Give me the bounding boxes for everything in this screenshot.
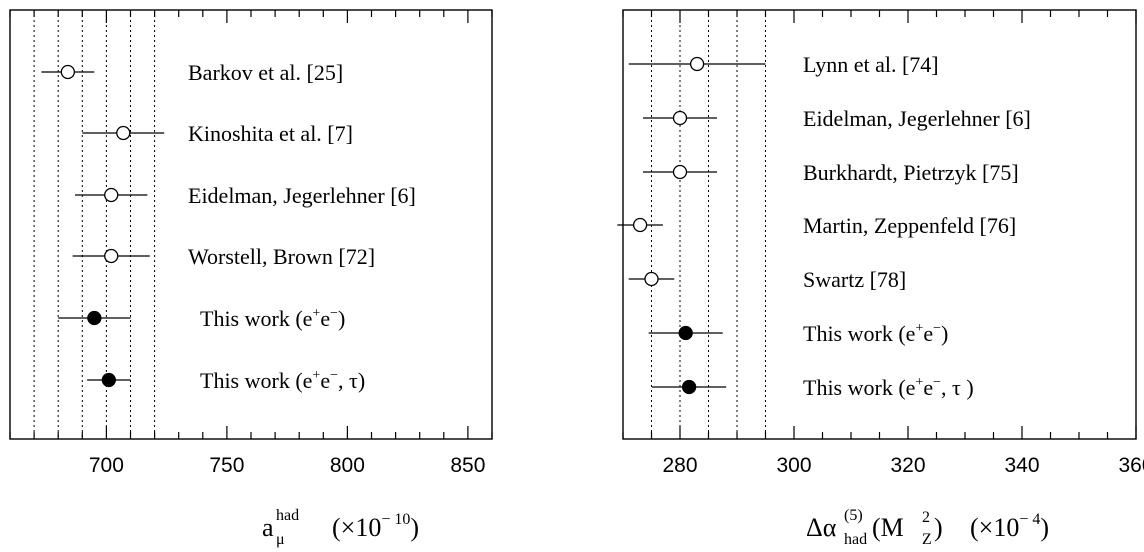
x-tick-label-700: 700 [89, 454, 124, 477]
label-text: This work (e [803, 321, 915, 346]
entry-label-0: Lynn et al. [74] [803, 52, 939, 77]
x-tick-label-360: 360 [1118, 454, 1144, 477]
entry-label-5: This work (e+e−, τ) [200, 368, 365, 393]
axis-argument: (M [872, 513, 904, 542]
x-tick-label-750: 750 [209, 454, 244, 477]
superscript-minus: − [933, 375, 941, 390]
superscript-plus: + [312, 368, 320, 383]
open-marker-3 [104, 248, 119, 264]
label-text: This work (e [803, 375, 915, 400]
axis-superscript: (5) [844, 507, 863, 524]
axis-scale-close: ) [410, 513, 419, 542]
axis-arg-superscript: 2 [922, 509, 930, 526]
axis-symbol: Δα [806, 513, 837, 542]
open-marker-1 [672, 110, 688, 126]
axis-scale: (×10 [332, 513, 381, 542]
open-marker-2 [672, 164, 688, 180]
x-tick-label-300: 300 [776, 454, 811, 477]
axis-scale-exponent: − 10 [381, 511, 410, 528]
filled-marker-6 [681, 379, 697, 395]
entry-label-1: Eidelman, Jegerlehner [6] [803, 106, 1031, 131]
entry-label-4: Swartz [78] [803, 267, 906, 292]
label-text: e [923, 375, 933, 400]
superscript-plus: + [312, 306, 320, 321]
entry-label-2: Eidelman, Jegerlehner [6] [188, 183, 416, 208]
label-text: This work (e [200, 368, 312, 393]
axis-scale-close: ) [1040, 513, 1049, 542]
superscript-minus: − [330, 306, 338, 321]
entry-label-3: Martin, Zeppenfeld [76] [803, 213, 1016, 238]
x-tick-label-340: 340 [1004, 454, 1039, 477]
x-tick-label-800: 800 [330, 454, 365, 477]
filled-marker-5 [101, 372, 116, 388]
entry-label-2: Burkhardt, Pietrzyk [75] [803, 160, 1019, 185]
axis-scale-exponent: − 4 [1019, 511, 1040, 528]
left-panel-amu: 700 750 800 850 Barkov et al. [25] Kinoshita … [9, 9, 493, 548]
axis-subscript: had [844, 531, 867, 548]
axis-superscript: had [276, 507, 299, 524]
open-marker-0 [689, 56, 705, 72]
x-tick-label-320: 320 [890, 454, 925, 477]
axis-subscript: μ [276, 531, 285, 548]
axis-argument-close: ) [934, 513, 943, 542]
label-text: , τ ) [941, 375, 974, 400]
axis-scale: (×10 [970, 513, 1019, 542]
entry-label-4: This work (e+e−) [200, 306, 345, 331]
label-text: e [923, 321, 933, 346]
entry-label-1: Kinoshita et al. [7] [188, 121, 353, 146]
right-panel-delta-alpha: 280 300 320 340 360 Lynn et al. [74] Eidelman,… [617, 9, 1144, 548]
superscript-plus: + [915, 321, 923, 336]
superscript-plus: + [915, 375, 923, 390]
open-marker-2 [104, 187, 119, 203]
axis-arg-subscript: Z [922, 531, 932, 548]
x-tick-label-280: 280 [662, 454, 697, 477]
label-text: ) [338, 306, 345, 331]
label-text: This work (e [200, 306, 312, 331]
label-text: ) [941, 321, 948, 346]
filled-marker-5 [678, 325, 693, 341]
superscript-minus: − [330, 368, 338, 383]
entry-label-6: This work (e+e−, τ ) [803, 375, 974, 400]
open-marker-3 [632, 217, 648, 233]
x-axis-title: Δα (5) had (M 2 Z) (×10− 4) [806, 507, 1049, 548]
label-text: e [320, 306, 330, 331]
label-text: e [320, 368, 330, 393]
entry-label-3: Worstell, Brown [72] [188, 244, 375, 269]
axis-symbol: a [262, 513, 274, 542]
x-axis-title: a had μ (×10− 10) [262, 507, 419, 548]
open-marker-0 [60, 64, 75, 80]
label-text: , τ) [338, 368, 365, 393]
entry-label-5: This work (e+e−) [803, 321, 948, 346]
x-tick-label-850: 850 [450, 454, 485, 477]
superscript-minus: − [933, 321, 941, 336]
open-marker-4 [644, 271, 659, 287]
filled-marker-4 [87, 310, 102, 326]
entry-label-0: Barkov et al. [25] [188, 60, 343, 85]
open-marker-1 [116, 125, 131, 141]
